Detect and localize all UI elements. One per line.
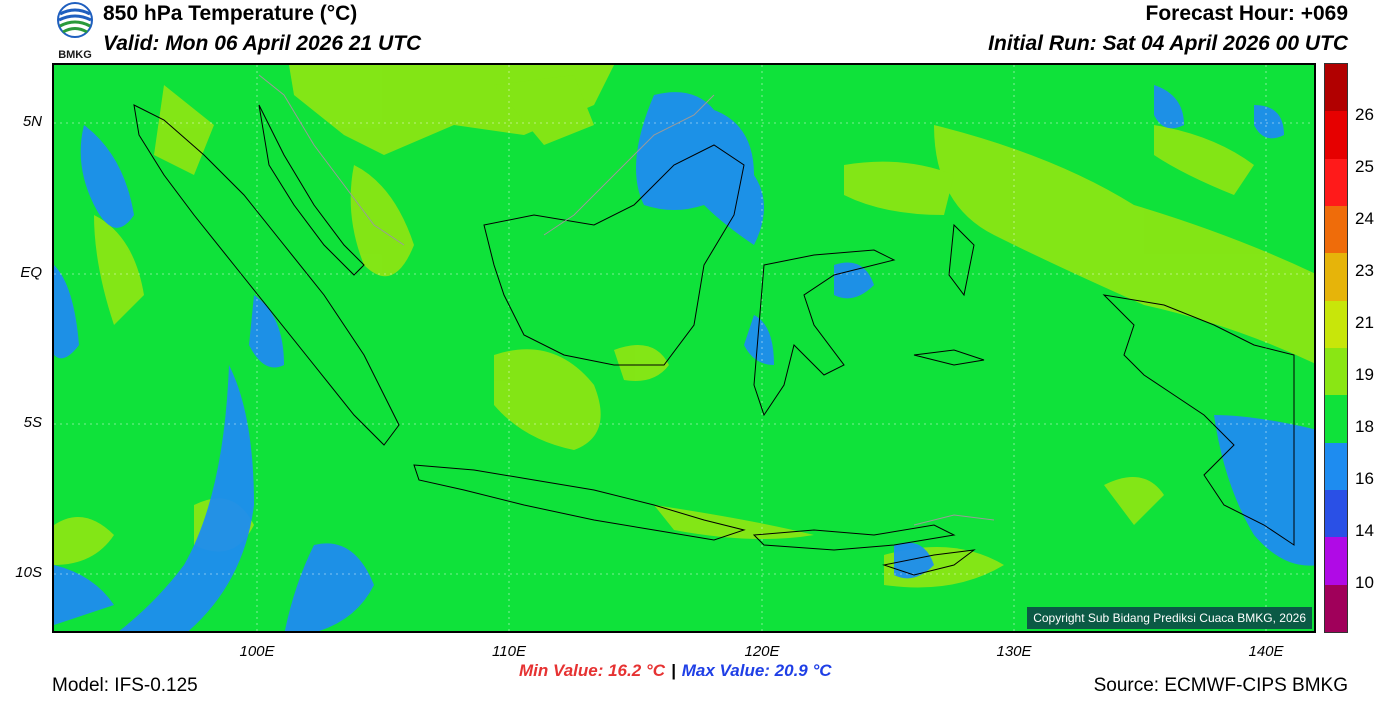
min-value: Min Value: 16.2 °C xyxy=(519,661,665,680)
min-max-separator: | xyxy=(671,661,676,680)
x-tick-label: 120E xyxy=(744,643,780,660)
colorbar xyxy=(1324,63,1348,633)
temperature-map[interactable]: Copyright Sub Bidang Prediksi Cuaca BMKG… xyxy=(52,63,1316,633)
chart-title: 850 hPa Temperature (°C) xyxy=(103,2,358,25)
forecast-hour: Forecast Hour: +069 xyxy=(1145,2,1349,25)
x-tick-label: 100E xyxy=(239,643,275,660)
grid-lines xyxy=(54,65,1314,631)
max-value: Max Value: 20.9 °C xyxy=(681,661,832,680)
min-max-values: Min Value: 16.2 °C | Max Value: 20.9 °C xyxy=(519,661,832,681)
x-tick-label: 130E xyxy=(996,643,1032,660)
colorbar-segment xyxy=(1325,253,1347,302)
source-label: Source: ECMWF-CIPS BMKG xyxy=(1093,675,1348,696)
y-tick-label: 10S xyxy=(15,564,42,581)
map-canvas xyxy=(54,65,1314,631)
colorbar-segment xyxy=(1325,537,1347,586)
cool-regions xyxy=(54,85,1314,631)
colorbar-label: 21 xyxy=(1355,313,1374,332)
valid-time: Valid: Mon 06 April 2026 21 UTC xyxy=(103,32,422,55)
neighbour-coasts xyxy=(258,74,995,526)
model-label: Model: IFS-0.125 xyxy=(52,675,198,696)
colorbar-label: 26 xyxy=(1355,105,1374,124)
colorbar-label: 16 xyxy=(1355,469,1374,488)
bmkg-logo: BMKG xyxy=(52,2,98,62)
colorbar-segment xyxy=(1325,348,1347,396)
initial-run: Initial Run: Sat 04 April 2026 00 UTC xyxy=(988,32,1348,55)
colorbar-segment xyxy=(1325,111,1347,160)
copyright-notice: Copyright Sub Bidang Prediksi Cuaca BMKG… xyxy=(1027,607,1312,629)
colorbar-segment xyxy=(1325,158,1347,207)
colorbar-segment xyxy=(1325,395,1347,444)
logo-text: BMKG xyxy=(58,49,92,61)
colorbar-segment xyxy=(1325,64,1347,112)
colorbar-label: 23 xyxy=(1355,261,1374,280)
coastlines xyxy=(133,104,1295,576)
colorbar-segment xyxy=(1325,490,1347,538)
y-tick-label: EQ xyxy=(20,264,42,281)
colorbar-label: 24 xyxy=(1355,209,1374,228)
colorbar-segment xyxy=(1325,442,1347,491)
y-tick-label: 5N xyxy=(22,113,42,130)
colorbar-label: 14 xyxy=(1355,521,1374,540)
colorbar-segment xyxy=(1325,584,1347,633)
colorbar-segment xyxy=(1325,300,1347,349)
x-tick-label: 110E xyxy=(492,643,526,660)
x-tick-label: 140E xyxy=(1248,643,1284,660)
y-tick-label: 5S xyxy=(23,414,42,431)
colorbar-label: 18 xyxy=(1355,417,1374,436)
colorbar-label: 19 xyxy=(1355,365,1374,384)
colorbar-label: 25 xyxy=(1355,157,1374,176)
colorbar-label: 10 xyxy=(1355,573,1374,592)
colorbar-segment xyxy=(1325,206,1347,254)
